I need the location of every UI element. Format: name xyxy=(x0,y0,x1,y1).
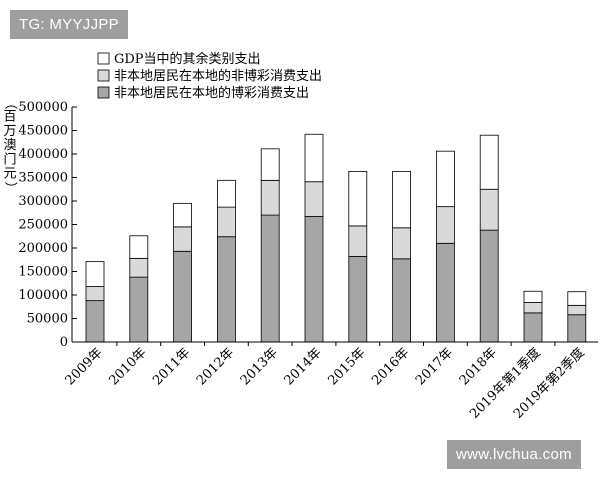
bar-segment xyxy=(260,214,280,343)
legend-swatch xyxy=(97,69,110,82)
bar-segment xyxy=(85,261,105,287)
bar-segment xyxy=(435,242,455,343)
y-axis-label-char: （ xyxy=(3,96,18,109)
bar-segment xyxy=(523,290,543,303)
bar-segment xyxy=(348,225,368,257)
y-axis-label-char: 元 xyxy=(3,167,16,182)
bars xyxy=(85,133,587,343)
legend-label: 非本地居民在本地的博彩消费支出 xyxy=(114,85,309,101)
y-tick-label: 400000 xyxy=(18,147,68,162)
bar-segment xyxy=(173,202,193,228)
bar-segment xyxy=(435,206,455,244)
y-tick-label: 150000 xyxy=(18,265,68,280)
x-tick-label: 2011年 xyxy=(150,345,193,388)
x-tick-label: 2013年 xyxy=(238,345,281,388)
x-tick-label: 2010年 xyxy=(106,345,149,388)
bar-segment xyxy=(567,304,587,316)
y-axis: 0 50000 100000 150000 200000 250000 300000 3500… xyxy=(3,96,77,350)
bar-segment xyxy=(304,181,324,217)
bar-segment xyxy=(479,188,499,231)
bar-segment xyxy=(173,250,193,343)
bar-segment xyxy=(216,236,236,343)
legend-label: GDP当中的其余类别支出 xyxy=(114,51,261,67)
bar-segment xyxy=(129,276,149,343)
bar-segment xyxy=(523,312,543,343)
x-tick-label: 2014年 xyxy=(282,345,325,388)
y-axis-label-char: ） xyxy=(3,182,18,195)
bar-segment xyxy=(348,170,368,227)
bar-segment xyxy=(479,134,499,190)
y-tick-label: 200000 xyxy=(18,241,68,256)
x-tick-label: 2012年 xyxy=(194,345,237,388)
bar-segment xyxy=(260,179,280,216)
bar-segment xyxy=(392,170,412,229)
bar-segment xyxy=(85,286,105,302)
x-tick-label: 2017年 xyxy=(413,345,456,388)
y-axis-label-char: 万 xyxy=(3,124,16,139)
y-tick-label: 450000 xyxy=(18,124,68,139)
bar-segment xyxy=(216,179,236,208)
legend: GDP当中的其余类别支出非本地居民在本地的非博彩消费支出非本地居民在本地的博彩消… xyxy=(97,51,322,101)
bar-segment xyxy=(304,216,324,343)
y-tick-label: 250000 xyxy=(18,218,68,233)
bar-segment xyxy=(129,257,149,278)
bar-segment xyxy=(304,133,324,183)
bar-segment xyxy=(567,314,587,343)
bar-segment xyxy=(567,291,587,306)
x-tick-label: 2015年 xyxy=(325,345,368,388)
bar-segment xyxy=(523,302,543,314)
legend-swatch xyxy=(97,52,110,65)
y-tick-label: 100000 xyxy=(18,288,68,303)
bar-segment xyxy=(216,206,236,238)
bar-segment xyxy=(348,256,368,343)
bar-segment xyxy=(479,229,499,343)
bar-segment xyxy=(260,148,280,181)
bar-segment xyxy=(392,227,412,260)
y-axis-label-char: 门 xyxy=(3,152,16,167)
x-tick-label: 2018年 xyxy=(457,345,500,388)
y-axis-label-char: 百 xyxy=(3,110,16,125)
bar-segment xyxy=(392,258,412,343)
y-tick-label: 350000 xyxy=(18,171,68,186)
bar-segment xyxy=(173,226,193,252)
x-tick-label: 2009年 xyxy=(63,345,106,388)
legend-swatch xyxy=(97,86,110,99)
x-axis: 2009年 2010年 2011年 2012年 2013年 2014年 2015年 2016年… xyxy=(63,341,598,422)
y-tick-label: 0 xyxy=(60,335,68,350)
watermark-bottom-right: www.lvchua.com xyxy=(447,440,581,469)
y-tick-label: 50000 xyxy=(27,312,68,327)
bar-segment xyxy=(129,235,149,259)
bar-segment xyxy=(85,300,105,343)
bar-segment xyxy=(435,150,455,208)
y-tick-label: 300000 xyxy=(18,194,68,209)
watermark-top-left: TG: MYYJJPP xyxy=(10,10,128,39)
y-tick-label: 500000 xyxy=(18,100,68,115)
x-tick-label: 2016年 xyxy=(369,345,412,388)
legend-label: 非本地居民在本地的非博彩消费支出 xyxy=(114,68,322,84)
y-axis-label-char: 澳 xyxy=(3,137,16,153)
